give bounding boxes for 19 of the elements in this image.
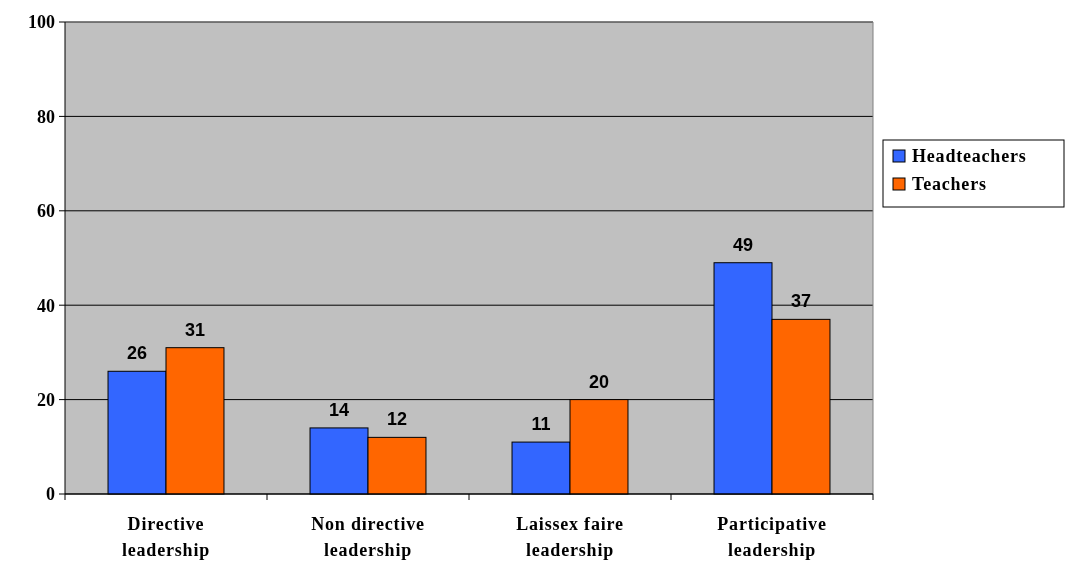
x-tick-label: Directive leadership: [121, 514, 211, 560]
data-label: 26: [127, 343, 148, 364]
y-tick-label: 60: [37, 201, 55, 222]
legend-label: Headteachers: [912, 146, 1027, 167]
y-tick-label: 80: [37, 106, 55, 127]
data-label: 49: [733, 234, 754, 255]
data-label: 14: [329, 399, 350, 420]
x-tick-label: Participative leadership: [717, 514, 827, 560]
data-label: 11: [531, 414, 551, 435]
y-tick-label: 20: [37, 389, 55, 410]
y-tick-label: 100: [28, 12, 55, 33]
y-tick-label: 40: [37, 295, 55, 316]
data-label: 12: [386, 409, 407, 430]
x-tick-label: Laissex faire leadership: [516, 514, 624, 560]
y-tick-label: 0: [46, 484, 55, 505]
legend-label: Teachers: [912, 174, 987, 195]
data-label: 20: [588, 371, 609, 392]
data-label: 31: [184, 319, 205, 340]
x-tick-label: Non directive leadership: [311, 514, 425, 560]
